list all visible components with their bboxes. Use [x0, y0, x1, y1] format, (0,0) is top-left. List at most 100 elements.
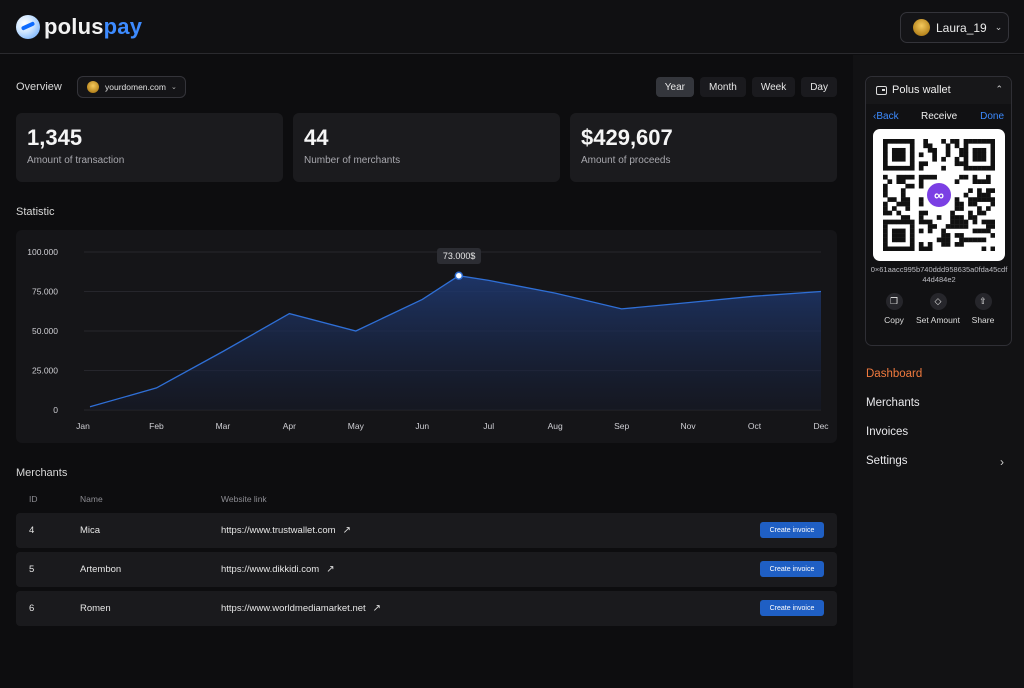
- chevron-up-icon[interactable]: ⌃: [995, 84, 1003, 94]
- qr-module: [909, 143, 915, 149]
- qr-module: [968, 165, 973, 171]
- create-invoice-button[interactable]: Create invoice: [760, 522, 824, 538]
- qr-module: [950, 219, 955, 225]
- tab-week[interactable]: Week: [751, 77, 796, 97]
- nav-item-merchants[interactable]: Merchants: [866, 397, 920, 409]
- qr-module: [891, 152, 897, 158]
- qr-module: [981, 246, 987, 251]
- qr-module: [883, 242, 888, 247]
- qr-module: [918, 165, 924, 171]
- qr-module: [891, 246, 897, 251]
- qr-module: [977, 210, 982, 216]
- create-invoice-button[interactable]: Create invoice: [760, 561, 824, 577]
- qr-module: [986, 139, 991, 144]
- qr-module: [900, 156, 906, 162]
- external-link-icon[interactable]: ↗: [326, 564, 335, 575]
- done-button[interactable]: Done: [980, 111, 1004, 122]
- qr-module: [909, 139, 915, 144]
- statistic-chart: 0 25.000 50.000 75.000 100.000 Jan Feb Mar Apr Ma…: [16, 230, 837, 443]
- qr-module: [990, 139, 995, 144]
- x-tick-label: Oct: [748, 421, 762, 431]
- stat-value: $429,607: [581, 125, 673, 150]
- merchants-title: Merchants: [16, 467, 68, 479]
- qr-module: [986, 192, 991, 198]
- qr-module: [963, 237, 969, 243]
- external-link-icon[interactable]: ↗: [372, 603, 382, 614]
- qr-module: [977, 228, 982, 234]
- qr-module: [909, 147, 915, 153]
- qr-module: [891, 197, 897, 202]
- merchant-name: Artembon: [80, 564, 122, 575]
- qr-module: [883, 165, 888, 171]
- chevron-down-icon: ⌄: [170, 84, 177, 91]
- tab-day[interactable]: Day: [801, 77, 837, 97]
- qr-module: [986, 228, 991, 234]
- set-amount-button[interactable]: ◇ Set Amount: [914, 293, 962, 325]
- qr-module: [927, 242, 933, 247]
- merchant-link[interactable]: https://www.worldmediamarket.net: [221, 603, 366, 614]
- qr-module: [932, 224, 937, 229]
- qr-module: [954, 156, 960, 162]
- qr-module: [963, 139, 969, 144]
- x-tick-label: Jul: [483, 421, 494, 431]
- tab-year[interactable]: Year: [655, 77, 695, 97]
- qr-module: [936, 215, 942, 220]
- qr-module: [963, 147, 969, 153]
- qr-module: [977, 192, 982, 198]
- merchant-link[interactable]: https://www.trustwallet.com: [221, 525, 336, 536]
- nav-item-settings[interactable]: Settings: [866, 455, 908, 467]
- qr-module: [887, 246, 893, 251]
- qr-module: [932, 174, 937, 180]
- copy-button[interactable]: ❐ Copy: [880, 293, 908, 325]
- qr-module: [900, 192, 906, 198]
- nav-item-dashboard[interactable]: Dashboard: [866, 368, 923, 380]
- qr-module: [918, 242, 924, 247]
- qr-module: [918, 152, 924, 158]
- statistic-title: Statistic: [16, 206, 55, 218]
- qr-module: [909, 183, 915, 189]
- x-tick-label: Dec: [813, 421, 829, 431]
- qr-module: [959, 206, 964, 211]
- stat-label: Amount of transaction: [27, 155, 125, 166]
- polus-pay-logo[interactable]: poluspay: [16, 14, 142, 40]
- qr-module: [887, 219, 893, 225]
- stat-value: 44: [304, 125, 329, 150]
- qr-module: [977, 147, 982, 153]
- receive-title: Receive: [921, 111, 958, 122]
- qr-module: [905, 201, 911, 207]
- qr-module: [923, 143, 928, 149]
- user-menu-button[interactable]: Laura_19 ⌄: [900, 12, 1009, 43]
- qr-module: [923, 246, 928, 251]
- qr-module: [927, 143, 933, 149]
- share-button[interactable]: ⇧ Share: [968, 293, 998, 325]
- x-tick-label: Jun: [415, 421, 429, 431]
- tab-month[interactable]: Month: [700, 77, 746, 97]
- qr-module: [918, 183, 924, 189]
- chevron-right-icon[interactable]: ›: [1000, 455, 1004, 469]
- qr-module: [918, 197, 924, 202]
- stat-card-proceeds: $429,607 Amount of proceeds: [570, 113, 837, 182]
- domain-selector[interactable]: yourdomen.com ⌄: [77, 76, 186, 98]
- wallet-header[interactable]: Polus wallet ⌃: [866, 77, 1011, 104]
- set-amount-label: Set Amount: [916, 315, 960, 325]
- qr-module: [887, 179, 893, 184]
- qr-module: [990, 219, 995, 225]
- qr-module: [954, 219, 960, 225]
- merchant-link[interactable]: https://www.dikkidi.com: [221, 564, 320, 575]
- nav-item-invoices[interactable]: Invoices: [866, 426, 909, 438]
- external-link-icon[interactable]: ↗: [342, 525, 351, 536]
- qr-module: [990, 152, 995, 158]
- share-label: Share: [971, 315, 995, 325]
- create-invoice-button[interactable]: Create invoice: [760, 600, 824, 616]
- back-button[interactable]: ‹Back: [873, 111, 899, 122]
- qr-module: [883, 233, 888, 238]
- qr-module: [954, 215, 960, 220]
- qr-module: [883, 206, 888, 211]
- qr-module: [972, 219, 978, 225]
- column-header-website: Website link: [221, 494, 267, 504]
- wallet-address[interactable]: 0×61aacc995b740ddd958635a0fda45cdf44d484…: [870, 265, 1008, 284]
- qr-module: [945, 224, 951, 229]
- chevron-down-icon: ⌄: [994, 22, 1003, 32]
- x-tick-label: May: [348, 421, 365, 431]
- qr-module: [990, 224, 995, 229]
